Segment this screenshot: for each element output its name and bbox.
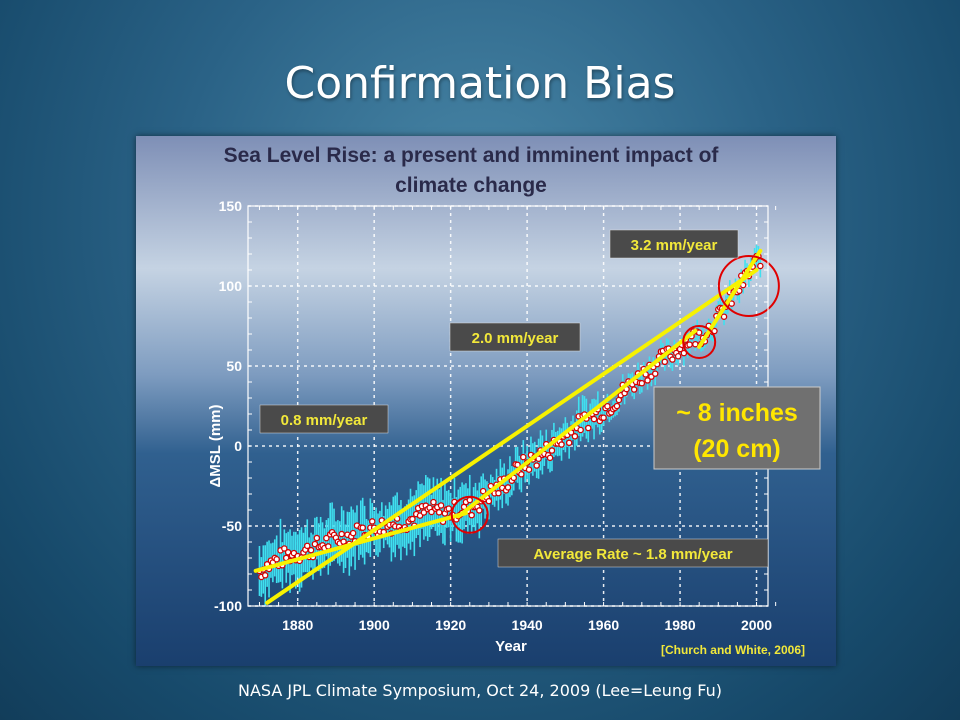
data-point xyxy=(281,545,288,552)
fit-line xyxy=(253,511,468,573)
data-point xyxy=(323,534,330,542)
data-point xyxy=(546,454,554,462)
y-tick-label: 150 xyxy=(219,198,243,214)
rate-label-0-8-text: 0.8 mm/year xyxy=(281,412,368,429)
data-point xyxy=(613,402,621,410)
y-tick-label: 0 xyxy=(234,438,242,454)
data-point xyxy=(720,313,728,320)
data-point xyxy=(369,518,376,525)
data-point xyxy=(548,447,556,454)
x-axis-label: Year xyxy=(495,638,527,655)
slide-title: Confirmation Bias xyxy=(284,58,676,109)
data-point xyxy=(590,415,598,423)
data-point xyxy=(409,515,416,523)
rate-label-2-0: 2.0 mm/year xyxy=(449,322,581,352)
x-tick-label: 1920 xyxy=(435,617,466,633)
data-point xyxy=(651,370,659,377)
data-point xyxy=(495,489,502,497)
data-point xyxy=(585,424,592,432)
data-point xyxy=(325,543,332,550)
data-point xyxy=(535,455,542,462)
data-point xyxy=(479,487,487,495)
callout-box: ~ 8 inches (20 cm) xyxy=(653,386,821,470)
data-point xyxy=(349,529,357,537)
data-point xyxy=(644,377,651,384)
data-point xyxy=(313,534,321,542)
highlight-circles-layer xyxy=(450,255,780,534)
data-point xyxy=(304,542,311,550)
highlight-circle xyxy=(717,255,780,317)
data-point xyxy=(445,505,452,512)
y-tick-label: -50 xyxy=(222,518,242,534)
x-tick-label: 1980 xyxy=(664,617,695,633)
rate-label-average-text: Average Rate ~ 1.8 mm/year xyxy=(533,546,732,563)
data-point xyxy=(468,511,475,519)
data-point xyxy=(600,414,607,421)
data-point xyxy=(686,341,693,348)
chart-figure: Sea Level Rise: a present and imminent i… xyxy=(136,136,836,666)
data-point xyxy=(558,441,565,448)
rate-label-2-0-text: 2.0 mm/year xyxy=(472,330,559,347)
data-point xyxy=(359,524,366,531)
data-point xyxy=(514,461,521,469)
data-point xyxy=(273,555,280,563)
data-point xyxy=(261,572,269,579)
chart-title-line-1: Sea Level Rise: a present and imminent i… xyxy=(224,144,720,167)
data-point xyxy=(338,530,345,538)
source-citation: [Church and White, 2006] xyxy=(661,643,805,657)
data-point xyxy=(604,403,611,410)
sea-level-chart: Sea Level Rise: a present and imminent i… xyxy=(136,136,836,666)
x-tick-label: 1900 xyxy=(359,617,390,633)
data-point xyxy=(571,433,579,440)
data-point xyxy=(437,502,445,509)
highlight-circle xyxy=(682,325,717,359)
data-point xyxy=(728,300,735,307)
rate-label-0-8: 0.8 mm/year xyxy=(259,404,389,434)
fit-line xyxy=(456,328,698,519)
data-point xyxy=(518,471,525,478)
callout-line-1: ~ 8 inches xyxy=(676,399,798,427)
chart-title-line-2: climate change xyxy=(395,174,547,197)
data-point xyxy=(630,386,638,393)
rate-label-3-2-text: 3.2 mm/year xyxy=(631,237,718,254)
rate-label-3-2: 3.2 mm/year xyxy=(609,229,739,259)
x-tick-label: 1880 xyxy=(282,617,313,633)
data-point xyxy=(669,356,676,363)
data-point xyxy=(674,352,682,360)
data-point xyxy=(525,466,533,473)
data-point xyxy=(638,379,646,387)
x-tick-label: 1940 xyxy=(512,617,543,633)
y-tick-label: -100 xyxy=(214,598,242,614)
data-point xyxy=(692,340,699,348)
data-point xyxy=(565,439,573,447)
data-point xyxy=(757,262,764,270)
data-point xyxy=(476,507,483,514)
y-tick-label: 50 xyxy=(226,358,242,374)
data-point xyxy=(695,329,703,336)
data-point xyxy=(307,546,315,554)
data-point xyxy=(533,462,540,469)
data-point xyxy=(520,453,527,461)
x-tick-label: 2000 xyxy=(741,617,772,633)
data-point xyxy=(435,509,443,516)
data-point xyxy=(577,426,584,434)
rate-label-average: Average Rate ~ 1.8 mm/year xyxy=(497,538,769,568)
y-axis-label: ΔMSL (mm) xyxy=(207,404,224,487)
data-point xyxy=(485,497,493,505)
data-point xyxy=(466,496,474,504)
y-tick-label: 100 xyxy=(219,278,243,294)
data-point xyxy=(504,484,512,491)
x-tick-label: 1960 xyxy=(588,617,619,633)
data-point xyxy=(430,498,437,506)
highlight-circle xyxy=(450,495,489,534)
data-point xyxy=(661,358,669,366)
slide-footer: NASA JPL Climate Symposium, Oct 24, 2009… xyxy=(237,681,723,700)
callout-line-2: (20 cm) xyxy=(693,435,781,463)
